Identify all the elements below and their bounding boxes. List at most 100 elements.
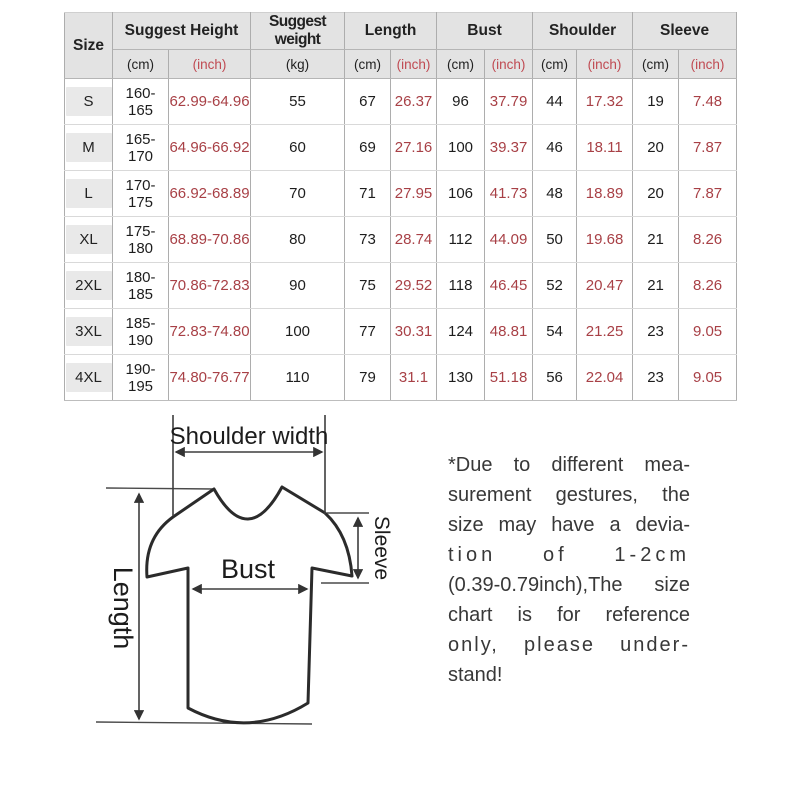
unit-shoulder-cm: (cm) <box>532 49 578 79</box>
cm-value-cell: 130 <box>436 354 486 401</box>
inch-value-cell: 26.37 <box>390 78 438 125</box>
size-label: 2XL <box>65 271 112 300</box>
inch-value-cell: 8.26 <box>678 262 738 309</box>
cm-value-cell: 46 <box>532 124 578 171</box>
size-cell: 2XL <box>64 262 113 309</box>
size-label: 3XL <box>65 317 112 346</box>
table-header: Size Suggest Height Suggest weight Lengt… <box>64 12 738 79</box>
cm-value-cell: 44 <box>532 78 578 125</box>
disclaimer-line: (0.39-0.79inch),The size <box>448 574 690 596</box>
disclaimer-line: surement gestures, the <box>448 484 690 506</box>
cm-value-cell: 20 <box>632 170 680 217</box>
cm-value-cell: 67 <box>344 78 392 125</box>
tshirt-diagram-svg: Shoulder width Length Bust Sleeve <box>95 415 393 725</box>
inch-value-cell: 46.45 <box>484 262 534 309</box>
disclaimer-line: tion of 1-2cm <box>448 544 690 566</box>
inch-value-cell: 74.80-76.77 <box>167 354 252 401</box>
cm-value-cell: 19 <box>632 78 680 125</box>
cm-value-cell: 185-190 <box>112 308 169 355</box>
kg-value-cell: 80 <box>250 216 346 263</box>
inch-value-cell: 72.83-74.80 <box>167 308 252 355</box>
table-row: 3XL 185-190 72.83-74.80 100 77 30.31 124 48.81 5… <box>64 308 738 355</box>
cm-value-cell: 118 <box>436 262 486 309</box>
inch-value-cell: 44.09 <box>484 216 534 263</box>
sleeve-label: Sleeve <box>370 516 393 580</box>
inch-value-cell: 31.1 <box>390 354 438 401</box>
inch-value-cell: 64.96-66.92 <box>167 124 252 171</box>
size-cell: M <box>64 124 113 171</box>
cm-value-cell: 75 <box>344 262 392 309</box>
inch-value-cell: 51.18 <box>484 354 534 401</box>
inch-value-cell: 27.16 <box>390 124 438 171</box>
col-header-shoulder: Shoulder <box>532 12 634 50</box>
size-label: S <box>65 87 112 116</box>
col-header-suggest-height: Suggest Height <box>111 12 252 50</box>
kg-value-cell: 90 <box>250 262 346 309</box>
size-cell: L <box>64 170 113 217</box>
inch-value-cell: 48.81 <box>484 308 534 355</box>
cm-value-cell: 73 <box>344 216 392 263</box>
inch-value-cell: 17.32 <box>576 78 634 125</box>
size-label: L <box>65 179 112 208</box>
disclaimer-line: *Due to different mea- <box>448 454 690 476</box>
length-bottom-reference-line <box>95 721 313 725</box>
inch-value-cell: 39.37 <box>484 124 534 171</box>
unit-height-inch: (inch) <box>167 49 252 79</box>
kg-value-cell: 110 <box>250 354 346 401</box>
inch-value-cell: 22.04 <box>576 354 634 401</box>
kg-value-cell: 55 <box>250 78 346 125</box>
length-top-reference-line <box>105 487 215 490</box>
unit-length-inch: (inch) <box>390 49 438 79</box>
size-cell: XL <box>64 216 113 263</box>
inch-value-cell: 19.68 <box>576 216 634 263</box>
table-row: L 170-175 66.92-68.89 70 71 27.95 106 41.73 48 18… <box>64 170 738 217</box>
inch-value-cell: 30.31 <box>390 308 438 355</box>
size-cell: 3XL <box>64 308 113 355</box>
tshirt-outline <box>145 485 354 725</box>
size-label: M <box>65 133 112 162</box>
cm-value-cell: 106 <box>436 170 486 217</box>
inch-value-cell: 21.25 <box>576 308 634 355</box>
col-header-bust: Bust <box>436 12 534 50</box>
cm-value-cell: 175-180 <box>112 216 169 263</box>
inch-value-cell: 7.87 <box>678 124 738 171</box>
size-cell: 4XL <box>64 354 113 401</box>
unit-bust-inch: (inch) <box>484 49 534 79</box>
size-cell: S <box>64 78 113 125</box>
disclaimer-line: stand! <box>448 664 503 686</box>
cm-value-cell: 23 <box>632 308 680 355</box>
cm-value-cell: 79 <box>344 354 392 401</box>
col-header-suggest-weight: Suggest weight <box>250 12 346 50</box>
cm-value-cell: 96 <box>436 78 486 125</box>
unit-sleeve-cm: (cm) <box>632 49 680 79</box>
inch-value-cell: 18.89 <box>576 170 634 217</box>
unit-length-cm: (cm) <box>344 49 392 79</box>
inch-value-cell: 27.95 <box>390 170 438 217</box>
table-row: 4XL 190-195 74.80-76.77 110 79 31.1 130 51.18 56… <box>64 354 738 401</box>
cm-value-cell: 124 <box>436 308 486 355</box>
table-row: 2XL 180-185 70.86-72.83 90 75 29.52 118 46.45 52… <box>64 262 738 309</box>
cm-value-cell: 69 <box>344 124 392 171</box>
inch-value-cell: 66.92-68.89 <box>167 170 252 217</box>
cm-value-cell: 180-185 <box>112 262 169 309</box>
tshirt-measurement-diagram: Shoulder width Length Bust Sleeve <box>84 410 430 780</box>
cm-value-cell: 112 <box>436 216 486 263</box>
kg-value-cell: 70 <box>250 170 346 217</box>
bust-label: Bust <box>221 554 276 584</box>
shoulder-width-label: Shoulder width <box>170 423 329 450</box>
inch-value-cell: 7.48 <box>678 78 738 125</box>
disclaimer-line: only, please under- <box>448 634 690 656</box>
inch-value-cell: 68.89-70.86 <box>167 216 252 263</box>
cm-value-cell: 23 <box>632 354 680 401</box>
cm-value-cell: 77 <box>344 308 392 355</box>
table-row: XL 175-180 68.89-70.86 80 73 28.74 112 44.09 50 1… <box>64 216 738 263</box>
unit-height-cm: (cm) <box>112 49 169 79</box>
cm-value-cell: 21 <box>632 216 680 263</box>
col-header-length: Length <box>344 12 438 50</box>
cm-value-cell: 50 <box>532 216 578 263</box>
cm-value-cell: 54 <box>532 308 578 355</box>
table-row: S 160-165 62.99-64.96 55 67 26.37 96 37.79 44 17.… <box>64 78 738 125</box>
kg-value-cell: 60 <box>250 124 346 171</box>
table-row: M 165-170 64.96-66.92 60 69 27.16 100 39.37 46 18… <box>64 124 738 171</box>
inch-value-cell: 9.05 <box>678 354 738 401</box>
